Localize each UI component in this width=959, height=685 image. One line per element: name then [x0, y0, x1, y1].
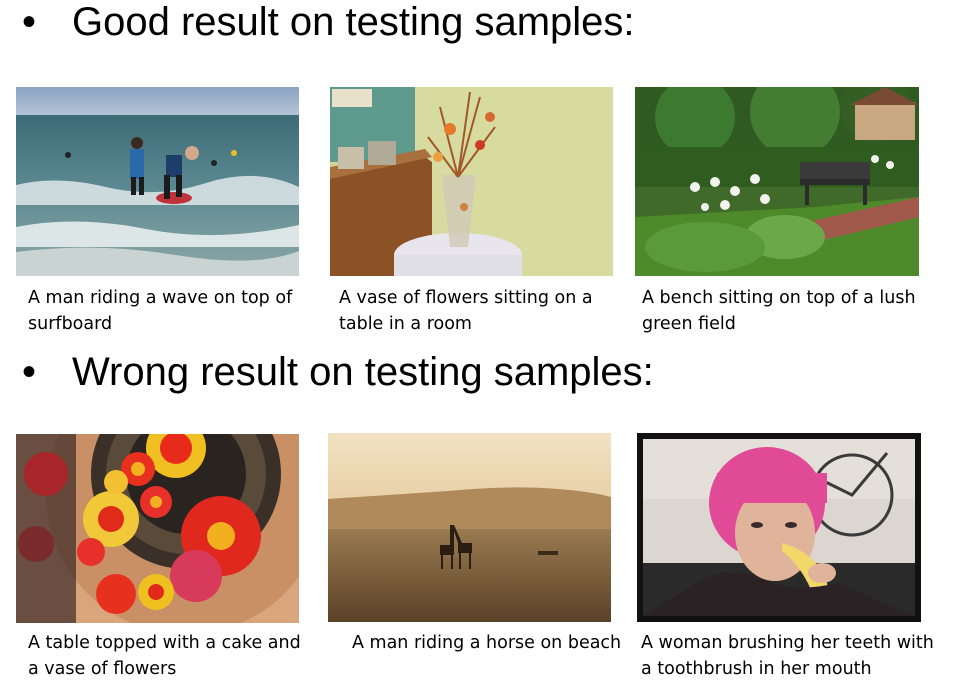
surfers-in-ocean-photo [16, 87, 299, 276]
heading-text: Good result on testing samples: [72, 0, 635, 44]
caption-line: A man riding a wave on top of [28, 288, 293, 308]
caption-vase: A vase of flowers sitting on a table in … [339, 285, 639, 337]
caption-giraffes: A man riding a horse on beach [352, 630, 652, 656]
vase-of-flowers-photo [330, 87, 613, 276]
caption-line: A woman brushing her teeth with [641, 633, 934, 653]
garden-bench-photo [635, 87, 919, 276]
caption-line: A bench sitting on top of a lush [642, 288, 916, 308]
bullet-point: • [21, 350, 36, 394]
caption-line: surfboard [28, 314, 113, 334]
caption-line: A vase of flowers sitting on a [339, 288, 593, 308]
caption-line: a toothbrush in her mouth [641, 659, 872, 679]
glass-flower-ceiling-photo [16, 434, 299, 623]
caption-line: A man riding a horse on beach [352, 633, 622, 653]
caption-woman-banana: A woman brushing her teeth with a toothb… [641, 630, 941, 682]
bullet-point: • [21, 0, 36, 44]
caption-glass-flowers: A table topped with a cake and a vase of… [28, 630, 328, 682]
caption-surfers: A man riding a wave on top of surfboard [28, 285, 328, 337]
caption-line: green field [642, 314, 736, 334]
caption-line: A table topped with a cake and [28, 633, 301, 653]
heading-text: Wrong result on testing samples: [72, 350, 654, 394]
woman-eating-banana-photo [637, 433, 921, 622]
giraffes-at-sunset-photo [328, 433, 611, 622]
caption-line: table in a room [339, 314, 472, 334]
caption-line: a vase of flowers [28, 659, 177, 679]
caption-bench: A bench sitting on top of a lush green f… [642, 285, 942, 337]
